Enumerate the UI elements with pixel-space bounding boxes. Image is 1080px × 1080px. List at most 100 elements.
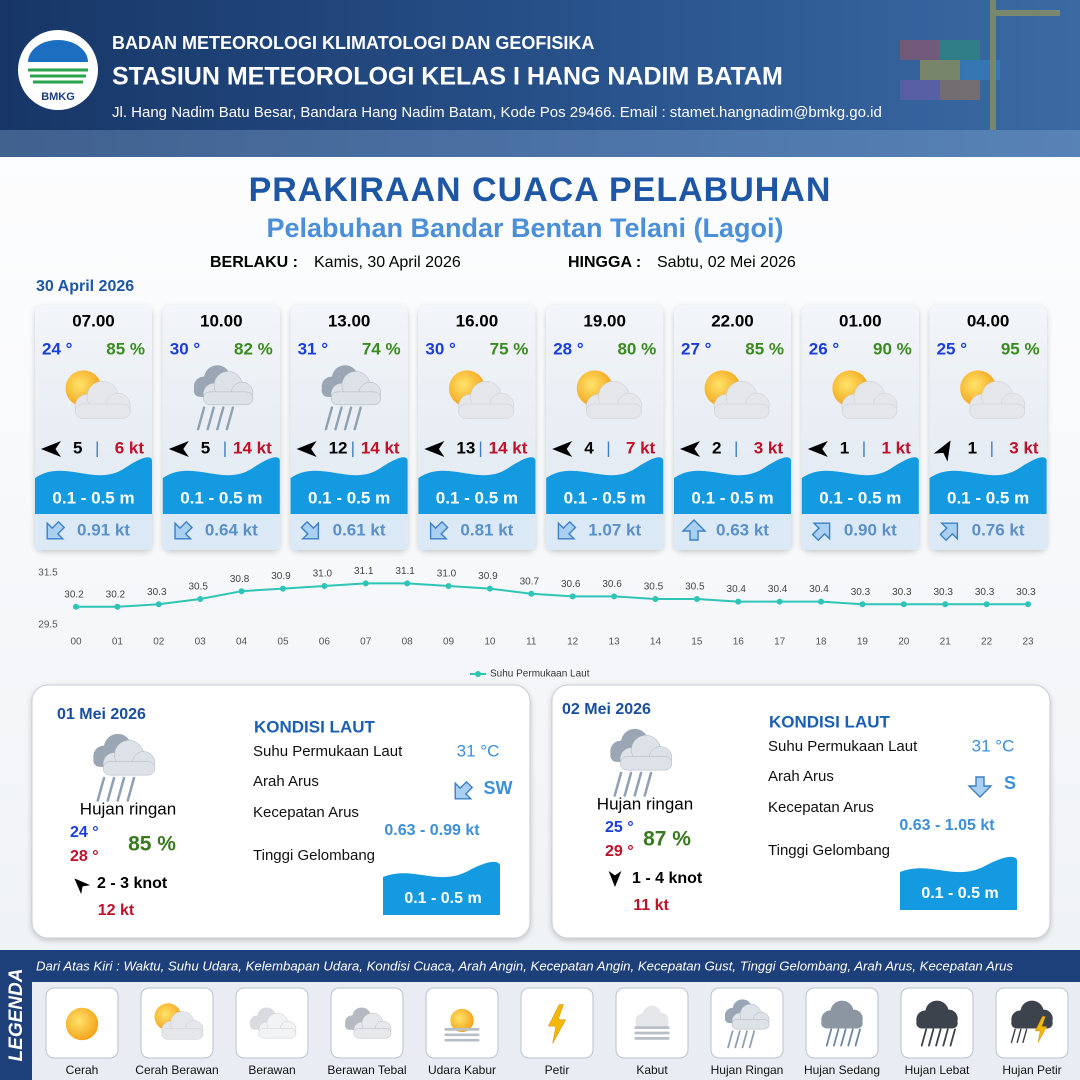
line xyxy=(76,582,1028,608)
section-heading: KONDISI LAUT xyxy=(769,712,891,731)
wave-height: 0.1 - 0.5 m xyxy=(52,488,134,507)
wind-speed: 2 xyxy=(712,438,721,457)
point xyxy=(486,585,493,592)
subtitle: Pelabuhan Bandar Bentan Telani (Lagoi) xyxy=(266,213,783,243)
cloud-part xyxy=(916,1017,958,1029)
cloud xyxy=(821,1000,863,1029)
direction-arrow xyxy=(41,441,61,457)
condition: Hujan ringan xyxy=(597,794,693,813)
logo-text: BMKG xyxy=(41,91,75,103)
separator: | xyxy=(862,438,866,457)
rain-drop xyxy=(343,406,353,431)
date: 01 Mei 2026 xyxy=(57,706,146,723)
temperature: 30 ° xyxy=(425,339,456,358)
current-speed: 0.81 kt xyxy=(460,520,513,539)
humidity: 85 % xyxy=(106,339,145,358)
cloud-part xyxy=(713,403,770,419)
legend-icon xyxy=(1010,1000,1053,1044)
gust: 11 kt xyxy=(633,897,669,914)
cloud xyxy=(731,1003,770,1030)
data-label: 30.7 xyxy=(520,576,540,587)
legend-item: Kabut xyxy=(636,1063,668,1077)
wave-height: 0.1 - 0.5 m xyxy=(691,488,773,507)
legend-icon xyxy=(724,999,770,1049)
point xyxy=(404,580,411,587)
rain-drop xyxy=(949,1028,956,1047)
x-tick-label: 14 xyxy=(650,637,662,648)
legend-icon xyxy=(821,1000,863,1047)
legend-icon xyxy=(634,1005,670,1040)
direction-arrow xyxy=(807,441,828,457)
data-label: 30.8 xyxy=(230,574,250,585)
wave-height: 0.1 - 0.5 m xyxy=(180,488,262,507)
direction-arrow xyxy=(933,440,951,462)
temperature: 27 ° xyxy=(681,339,712,358)
rain-drop xyxy=(942,1028,949,1047)
rain-drop xyxy=(116,776,126,802)
point xyxy=(73,603,79,610)
field-label: Tinggi Gelombang xyxy=(253,847,375,864)
cloud-part xyxy=(969,403,1026,419)
legend-swatch xyxy=(475,671,481,677)
current-speed: 0.63 - 0.99 kt xyxy=(384,822,480,839)
data-label: 30.5 xyxy=(685,582,705,593)
cloud xyxy=(330,371,381,406)
rain-drop xyxy=(854,1028,861,1047)
legend-item: Hujan Petir xyxy=(1002,1063,1061,1077)
gust: 14 kt xyxy=(489,438,528,457)
cloud-part xyxy=(821,1017,863,1029)
rain-drop xyxy=(935,1028,942,1047)
x-tick-label: 09 xyxy=(443,637,455,648)
header-band xyxy=(0,0,1080,157)
data-label: 31.1 xyxy=(354,566,374,577)
weather-icon xyxy=(576,370,642,419)
sun xyxy=(450,1008,474,1033)
rain-drop xyxy=(643,771,653,797)
legend-label: Suhu Permukaan Laut xyxy=(490,669,590,680)
bolt xyxy=(547,1004,567,1044)
humidity: 90 % xyxy=(873,339,912,358)
cloud xyxy=(713,380,770,419)
cloud xyxy=(258,1012,297,1039)
rain-drop xyxy=(324,406,334,431)
current-arrow xyxy=(939,522,959,542)
legend-icon xyxy=(916,1000,958,1047)
x-tick-label: 04 xyxy=(236,637,248,648)
x-tick-label: 22 xyxy=(981,637,993,648)
rain-drop xyxy=(623,771,633,797)
y-tick-label: 31.5 xyxy=(38,568,58,579)
validity-label: BERLAKU : xyxy=(210,254,298,271)
gust: 6 kt xyxy=(115,438,145,457)
current-arrow xyxy=(454,780,474,800)
data-label: 30.3 xyxy=(147,587,167,598)
x-tick-label: 13 xyxy=(609,637,621,648)
point xyxy=(859,601,866,608)
humidity: 74 % xyxy=(362,339,401,358)
temperature-max: 28 ° xyxy=(70,848,99,865)
point xyxy=(735,598,742,605)
weather-icon xyxy=(321,365,381,431)
temperature: 25 ° xyxy=(937,339,968,358)
cloud xyxy=(458,380,514,419)
data-label: 30.4 xyxy=(727,584,747,595)
current-arrow xyxy=(174,520,193,540)
humidity: 80 % xyxy=(617,339,656,358)
rain-drop xyxy=(353,406,362,431)
current-arrow xyxy=(46,520,66,540)
data-label: 30.3 xyxy=(933,587,953,598)
data-label: 31.0 xyxy=(437,569,457,580)
rain-drop xyxy=(633,771,643,797)
temperature-max: 29 ° xyxy=(605,843,634,860)
cloud-part xyxy=(841,403,898,419)
data-label: 30.9 xyxy=(271,571,291,582)
wave xyxy=(418,457,536,514)
current-direction: S xyxy=(1004,773,1016,793)
x-tick-label: 06 xyxy=(319,637,331,648)
legend-item: Cerah xyxy=(66,1063,99,1077)
data-label: 30.3 xyxy=(1016,587,1036,598)
date: 02 Mei 2026 xyxy=(562,701,651,718)
wave xyxy=(383,861,500,915)
time: 04.00 xyxy=(967,311,1010,330)
current-arrow xyxy=(300,520,320,540)
